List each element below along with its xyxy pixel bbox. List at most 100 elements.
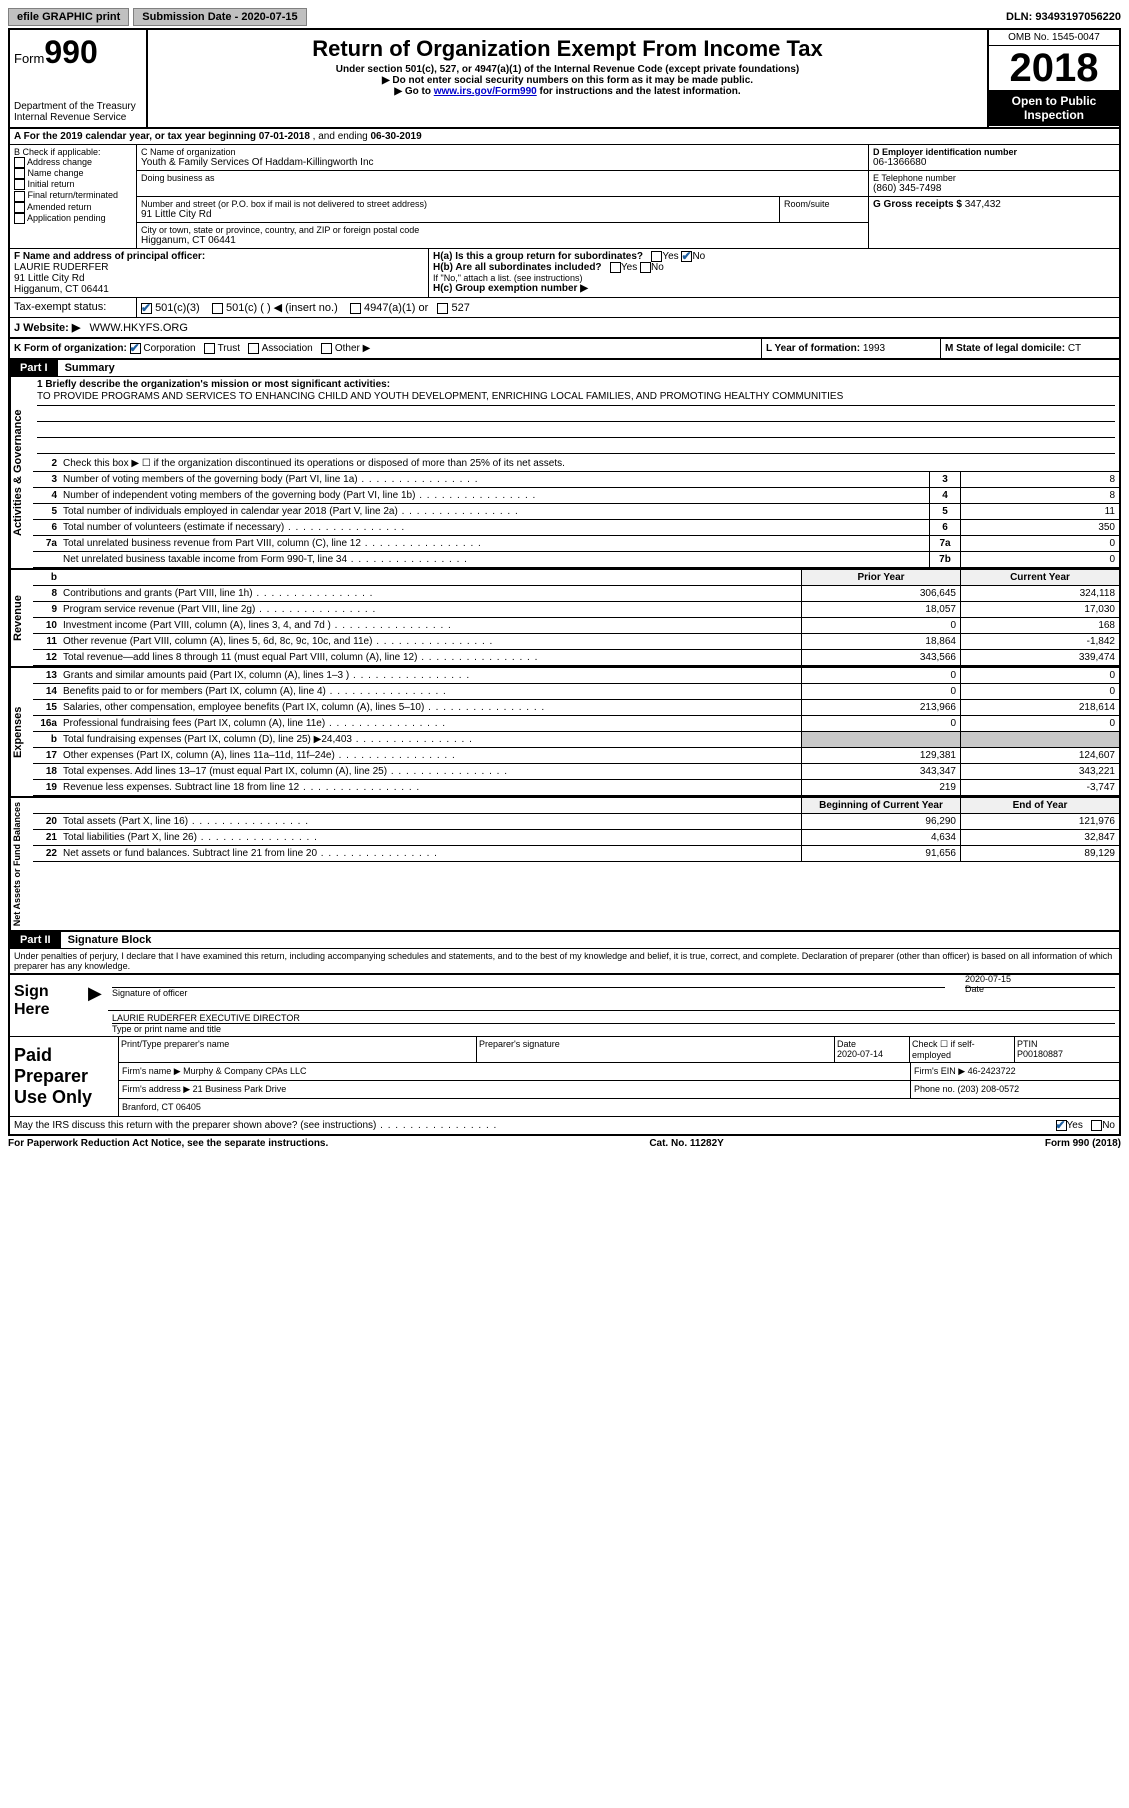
- netassets-section: Net Assets or Fund Balances Beginning of…: [10, 798, 1119, 932]
- current-value: -3,747: [960, 780, 1119, 795]
- mission-blank: [37, 406, 1115, 422]
- submission-button[interactable]: Submission Date - 2020-07-15: [133, 8, 306, 26]
- row-desc: Total revenue—add lines 8 through 11 (mu…: [59, 650, 801, 665]
- row-num: 14: [33, 684, 59, 699]
- checkbox-icon[interactable]: [14, 179, 25, 190]
- prior-value: 0: [801, 668, 960, 683]
- b-opt-0[interactable]: Address change: [14, 157, 132, 168]
- hb-note: If "No," attach a list. (see instruction…: [433, 273, 1115, 283]
- revenue-body: b Prior Year Current Year 8 Contribution…: [33, 570, 1119, 666]
- form-num: 990: [44, 34, 97, 70]
- subtitle3: ▶ Go to www.irs.gov/Form990 for instruct…: [152, 86, 983, 97]
- table-row: 22 Net assets or fund balances. Subtract…: [33, 846, 1119, 862]
- governance-body: 1 Briefly describe the organization's mi…: [33, 377, 1119, 568]
- subtitle1: Under section 501(c), 527, or 4947(a)(1)…: [152, 64, 983, 75]
- checkbox-icon[interactable]: [681, 251, 692, 262]
- j-label: J Website: ▶: [14, 322, 80, 334]
- checkbox-icon[interactable]: [350, 303, 361, 314]
- prior-year-header: Prior Year: [801, 570, 960, 585]
- paid-c5: PTIN: [1017, 1039, 1038, 1049]
- paid-c5v: P00180887: [1017, 1049, 1063, 1059]
- governance-section: Activities & Governance 1 Briefly descri…: [10, 377, 1119, 570]
- instructions-link[interactable]: www.irs.gov/Form990: [434, 86, 537, 97]
- b-opt-5[interactable]: Application pending: [14, 213, 132, 224]
- checkbox-icon[interactable]: [14, 168, 25, 179]
- b-opt-2[interactable]: Initial return: [14, 179, 132, 190]
- f-name: LAURIE RUDERFER: [14, 262, 108, 273]
- row-a: A For the 2019 calendar year, or tax yea…: [10, 129, 1119, 145]
- sig-date-value: 2020-07-15: [965, 974, 1115, 984]
- current-value: 0: [960, 684, 1119, 699]
- row-desc: Benefits paid to or for members (Part IX…: [59, 684, 801, 699]
- b-opt-3[interactable]: Final return/terminated: [14, 190, 132, 201]
- subtitle2: ▶ Do not enter social security numbers o…: [152, 75, 983, 86]
- k-opt-3: Other ▶: [335, 343, 370, 354]
- row-desc: Professional fundraising fees (Part IX, …: [59, 716, 801, 731]
- table-row: 16a Professional fundraising fees (Part …: [33, 716, 1119, 732]
- checkbox-icon[interactable]: [14, 157, 25, 168]
- row-num: 7a: [33, 536, 59, 551]
- m-cell: M State of legal domicile: CT: [940, 339, 1119, 358]
- checkbox-icon[interactable]: [14, 191, 25, 202]
- checkbox-icon[interactable]: [141, 303, 152, 314]
- website-value: WWW.HKYFS.ORG: [90, 322, 188, 334]
- checkbox-icon[interactable]: [321, 343, 332, 354]
- row-desc: Total number of individuals employed in …: [59, 504, 929, 519]
- efile-button[interactable]: efile GRAPHIC print: [8, 8, 129, 26]
- i-opt-1: 501(c) ( ) ◀ (insert no.): [226, 302, 338, 314]
- c-room-label: Room/suite: [784, 199, 864, 209]
- current-value: 343,221: [960, 764, 1119, 779]
- current-year-header: Current Year: [960, 570, 1119, 585]
- checkbox-icon[interactable]: [204, 343, 215, 354]
- checkbox-icon[interactable]: [130, 343, 141, 354]
- row-value: 8: [960, 488, 1119, 503]
- row-num: 8: [33, 586, 59, 601]
- checkbox-icon[interactable]: [437, 303, 448, 314]
- f-street: 91 Little City Rd: [14, 273, 85, 284]
- table-row: 9 Program service revenue (Part VIII, li…: [33, 602, 1119, 618]
- prior-value: 0: [801, 618, 960, 633]
- row-a-mid: , and ending: [310, 131, 371, 142]
- side-tab-governance: Activities & Governance: [10, 377, 33, 568]
- checkbox-icon[interactable]: [610, 262, 621, 273]
- checkbox-icon[interactable]: [212, 303, 223, 314]
- row-value: 0: [960, 552, 1119, 567]
- row-box: 3: [929, 472, 960, 487]
- g-cell: G Gross receipts $ 347,432: [869, 197, 1119, 212]
- sub3-pre: ▶ Go to: [394, 86, 433, 97]
- paid-row2: Firm's name ▶ Murphy & Company CPAs LLC …: [119, 1063, 1119, 1081]
- checkbox-icon[interactable]: [640, 262, 651, 273]
- checkbox-icon[interactable]: [651, 251, 662, 262]
- table-row: 7a Total unrelated business revenue from…: [33, 536, 1119, 552]
- m-label: M State of legal domicile:: [945, 343, 1068, 354]
- dln-label: DLN:: [1006, 11, 1035, 23]
- sig-name-line: LAURIE RUDERFER EXECUTIVE DIRECTOR Type …: [108, 1011, 1119, 1036]
- signature-block: Sign Here ▶ Signature of officer 2020-07…: [10, 973, 1119, 1116]
- header-row: Form990 Department of the Treasury Inter…: [10, 30, 1119, 129]
- sig-name-label: Type or print name and title: [112, 1024, 1115, 1034]
- table-row: 10 Investment income (Part VIII, column …: [33, 618, 1119, 634]
- part-i-title: Summary: [61, 360, 119, 376]
- b-opt-4[interactable]: Amended return: [14, 202, 132, 213]
- current-value: 124,607: [960, 748, 1119, 763]
- header-mid: Return of Organization Exempt From Incom…: [148, 30, 987, 127]
- checkbox-icon[interactable]: [1091, 1120, 1102, 1131]
- current-value: 324,118: [960, 586, 1119, 601]
- row-num: 21: [33, 830, 59, 845]
- checkbox-icon[interactable]: [248, 343, 259, 354]
- form-container: Form990 Department of the Treasury Inter…: [8, 28, 1121, 1136]
- addr1: 21 Business Park Drive: [193, 1084, 287, 1094]
- c-city-cell: City or town, state or province, country…: [137, 223, 868, 248]
- current-value: 0: [960, 716, 1119, 731]
- hb-row: H(b) Are all subordinates included? Yes …: [433, 262, 1115, 273]
- netassets-body: Beginning of Current Year End of Year 20…: [33, 798, 1119, 930]
- row-num: 13: [33, 668, 59, 683]
- table-row: 5 Total number of individuals employed i…: [33, 504, 1119, 520]
- sig-officer-line: Signature of officer 2020-07-15 Date: [108, 975, 1119, 1011]
- b-opt-1[interactable]: Name change: [14, 168, 132, 179]
- checkbox-icon[interactable]: [1056, 1120, 1067, 1131]
- line-2-desc: Check this box ▶ ☐ if the organization d…: [59, 456, 1119, 471]
- checkbox-icon[interactable]: [14, 202, 25, 213]
- table-row: 12 Total revenue—add lines 8 through 11 …: [33, 650, 1119, 666]
- checkbox-icon[interactable]: [14, 213, 25, 224]
